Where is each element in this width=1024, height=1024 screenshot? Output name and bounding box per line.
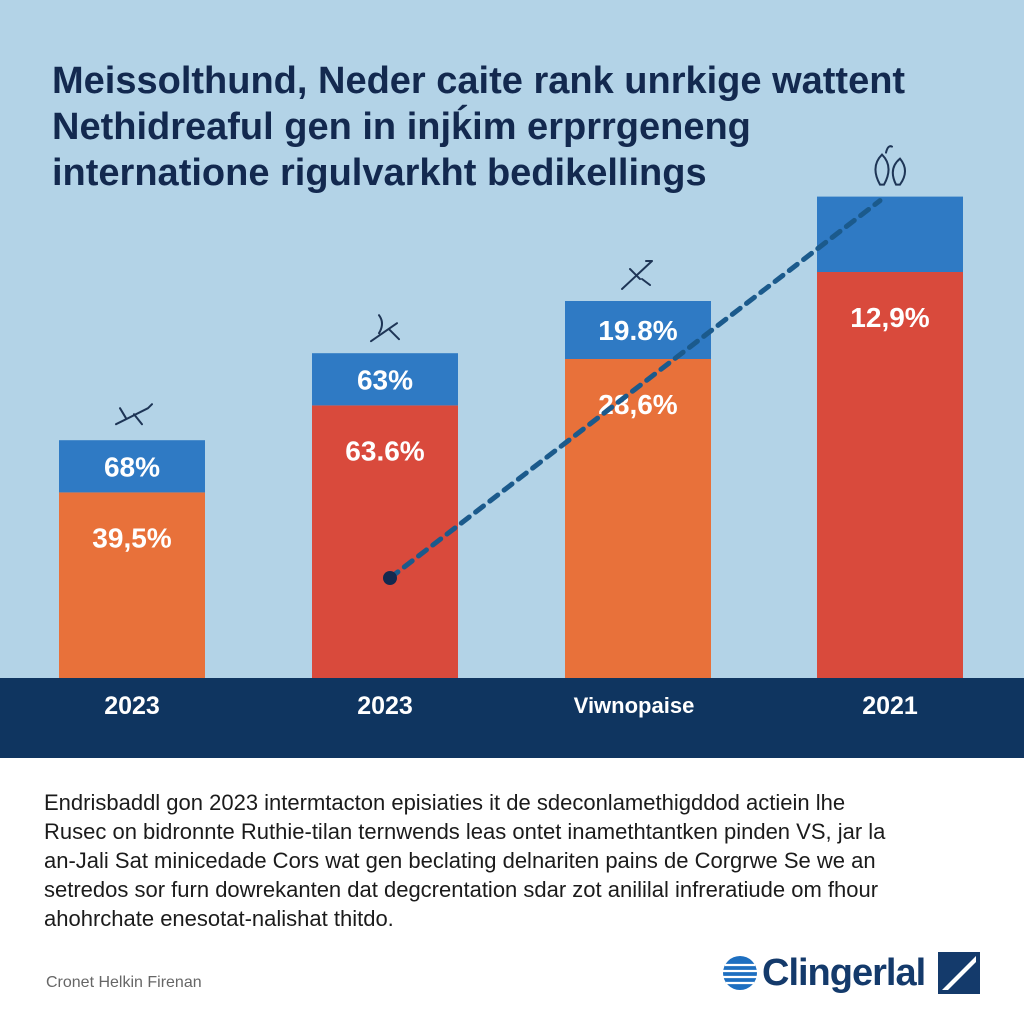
title-line-2: Nethidreaful gen in injḱim erprrgeneng: [52, 106, 751, 148]
data-label-1-1: 39,5%: [92, 522, 171, 553]
bells-icon: [874, 145, 906, 186]
data-label-3-2: 19.8%: [598, 315, 677, 346]
description-line-5: ahohrchate enesotat-nalishat thitdo.: [44, 906, 394, 931]
x-tick-label-4: 2021: [862, 692, 918, 720]
diagonal-mark-icon: [938, 952, 980, 994]
airplane-icon: [115, 403, 153, 426]
source-credit: Cronet Helkin Firenan: [46, 974, 202, 991]
bar-segment-1-2: [59, 440, 205, 493]
description-line-3: an-Jali Sat minicedade Cors wat gen becl…: [44, 848, 876, 873]
trend-line: [387, 198, 883, 581]
x-tick-label-2: 2023: [357, 692, 413, 720]
x-axis-band: [0, 678, 1024, 758]
airplane-icon-shape: [115, 403, 153, 426]
globe-icon: [723, 956, 757, 990]
x-tick-label-1: 2023: [104, 692, 160, 720]
description-line-2: Rusec on bidronnte Ruthie-tilan ternwend…: [44, 819, 886, 844]
bar-segment-4-1: [817, 272, 963, 678]
brand-logo: Clingerlal: [722, 948, 926, 998]
data-label-1-2: 68%: [104, 451, 160, 482]
trend-line-start-dot: [383, 571, 397, 585]
data-label-4-1: 12,9%: [850, 302, 929, 333]
title-line-1: Meissolthund, Neder caite rank unrkige w…: [52, 60, 906, 102]
x-tick-label-3: Viwnopaise: [573, 693, 695, 718]
bar-segment-3-2: [565, 301, 711, 359]
footer-panel: [0, 758, 1024, 1024]
data-label-2-2: 63%: [357, 364, 413, 395]
chart-title: Meissolthund, Neder caite rank unrkige w…: [52, 58, 982, 196]
data-label-3-1: 28,6%: [598, 389, 677, 420]
satellite-icon-shape: [370, 314, 400, 343]
logo-wordmark: Clingerlal: [762, 951, 926, 994]
description-line-4: setredos sor furn dowrekanten dat degcre…: [44, 877, 879, 902]
description-text: Endrisbaddl gon 2023 intermtacton episia…: [44, 788, 994, 933]
satellite-icon: [370, 314, 400, 343]
bar-chart: 39,5% 68% 63.6% 63% 28,6% 19.8% 12,9%: [59, 145, 963, 678]
rocket-icon-shape: [621, 260, 653, 290]
bar-segment-1-1: [59, 492, 205, 678]
bells-icon-shape: [874, 145, 906, 186]
rocket-icon: [621, 260, 653, 290]
title-line-3: internatione rigulvarkht bedikellings: [52, 152, 707, 194]
description-line-1: Endrisbaddl gon 2023 intermtacton episia…: [44, 790, 846, 815]
bar-segment-3-1: [565, 359, 711, 678]
data-label-2-1: 63.6%: [345, 435, 424, 466]
bar-segment-4-2: [817, 196, 963, 272]
bar-segment-2-2: [312, 353, 458, 406]
